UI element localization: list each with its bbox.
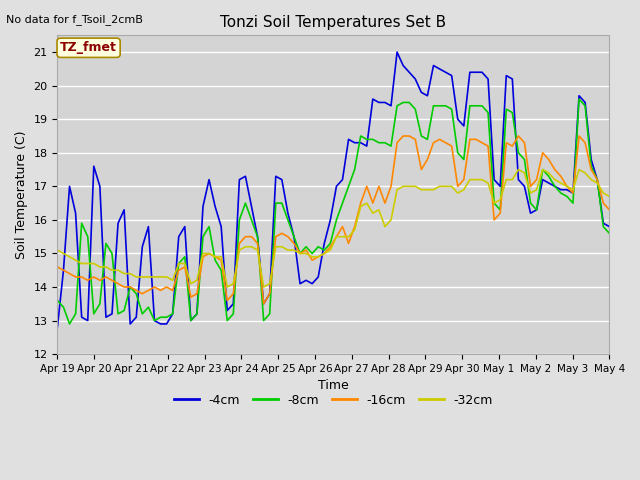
Text: TZ_fmet: TZ_fmet (60, 41, 117, 54)
Y-axis label: Soil Temperature (C): Soil Temperature (C) (15, 131, 28, 259)
Title: Tonzi Soil Temperatures Set B: Tonzi Soil Temperatures Set B (220, 15, 447, 30)
X-axis label: Time: Time (318, 379, 349, 393)
Text: No data for f_Tsoil_2cmB: No data for f_Tsoil_2cmB (6, 14, 143, 25)
Legend: -4cm, -8cm, -16cm, -32cm: -4cm, -8cm, -16cm, -32cm (169, 389, 498, 412)
